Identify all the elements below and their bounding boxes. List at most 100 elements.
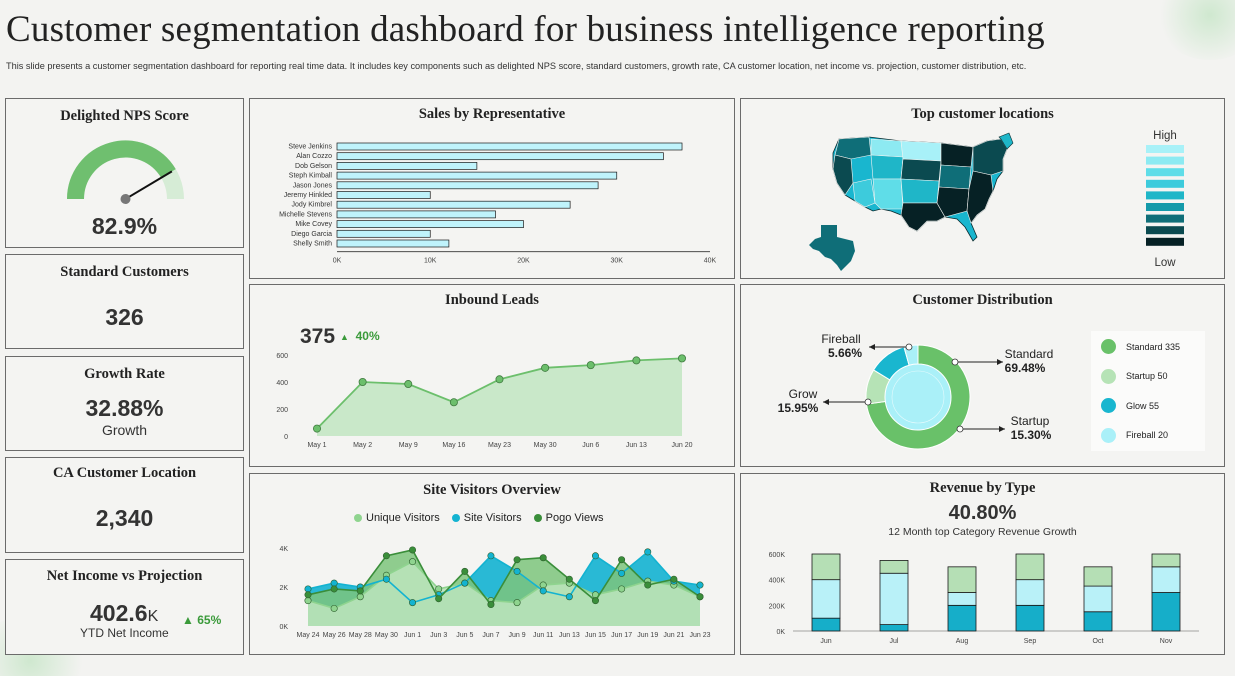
series-line bbox=[307, 550, 701, 604]
data-point bbox=[304, 591, 312, 599]
tick-label: 200 bbox=[276, 407, 288, 414]
inbound-leads-value: 375 bbox=[300, 325, 336, 348]
data-point bbox=[696, 581, 704, 589]
tick-label: May 1 bbox=[307, 442, 326, 449]
legend-label: Glow 55 bbox=[1126, 400, 1160, 411]
tick-label: Sep bbox=[1024, 638, 1037, 645]
data-point bbox=[382, 552, 390, 560]
revenue-card: Revenue by Type 40.80% 12 Month top Cate… bbox=[740, 473, 1225, 655]
bar bbox=[336, 210, 496, 219]
legend-swatch bbox=[1146, 145, 1184, 153]
site-visitors-card: Site Visitors Overview Unique Visitors Si… bbox=[249, 473, 735, 655]
callout-label: Fireball bbox=[821, 332, 860, 346]
bar bbox=[336, 239, 450, 248]
tick-label: Jun 11 bbox=[533, 632, 554, 639]
bar bbox=[336, 200, 571, 209]
tick-label: Jun bbox=[820, 638, 831, 645]
data-point bbox=[670, 575, 678, 583]
net-income-change-value: 65% bbox=[197, 613, 222, 627]
tick-label: Nov bbox=[1160, 638, 1173, 645]
data-point bbox=[618, 585, 626, 593]
bar-segment bbox=[1151, 553, 1181, 568]
callout-dot bbox=[905, 343, 913, 351]
legend-item: Fireball 20 bbox=[1101, 427, 1169, 443]
legend-label: Site Visitors bbox=[463, 512, 522, 524]
gauge-hub bbox=[120, 194, 131, 204]
tick-label: Jun 15 bbox=[585, 632, 606, 639]
up-arrow-icon: ▲ bbox=[340, 332, 349, 342]
data-point bbox=[435, 585, 443, 593]
bar-label: Steve Jenkins bbox=[288, 144, 332, 151]
bar-segment bbox=[879, 560, 909, 574]
revenue-value: 40.80% bbox=[948, 502, 1017, 524]
bar-label: Diego Garcia bbox=[291, 231, 332, 238]
tick-label: Jun 23 bbox=[689, 632, 710, 639]
tick-label: 4K bbox=[279, 546, 288, 553]
tick-label: 0K bbox=[279, 624, 288, 631]
callout-value: 15.30% bbox=[1011, 428, 1052, 442]
data-point bbox=[618, 569, 626, 577]
tick-label: 20K bbox=[517, 258, 530, 265]
data-point bbox=[677, 354, 686, 363]
bar bbox=[336, 181, 599, 190]
legend-label: Startup 50 bbox=[1126, 371, 1168, 381]
legend-item: Glow 55 bbox=[1101, 398, 1159, 413]
bar-label: Jody Kimbrel bbox=[292, 202, 333, 209]
data-point bbox=[487, 601, 495, 609]
tick-label: Jun 13 bbox=[626, 442, 647, 449]
legend-swatch bbox=[354, 514, 362, 522]
tick-label: May 24 bbox=[297, 632, 320, 639]
ca-location-value: 2,340 bbox=[95, 505, 154, 531]
gauge-fill bbox=[67, 140, 176, 200]
revenue-chart: 0K 200K 400K 600K Jun Jul Aug Sep Oct Nov bbox=[769, 552, 1199, 645]
donut-inner-ring bbox=[891, 370, 945, 424]
tick-label: Jun 5 bbox=[456, 632, 473, 639]
net-income-card: Net Income vs Projection 402.6K YTD Net … bbox=[5, 559, 244, 655]
tick-label: 30K bbox=[611, 258, 624, 265]
arrow-icon bbox=[869, 344, 875, 350]
site-visitors-legend: Unique Visitors Site Visitors Pogo Views bbox=[354, 512, 604, 524]
data-point bbox=[356, 587, 364, 595]
tick-label: Jun 6 bbox=[582, 442, 599, 449]
data-point bbox=[644, 548, 652, 556]
data-point bbox=[632, 356, 641, 365]
series-line bbox=[307, 560, 701, 610]
inbound-leads-change: ▲ 40% bbox=[340, 329, 380, 343]
bar-segment bbox=[1151, 566, 1181, 593]
data-point bbox=[330, 579, 338, 587]
tick-label: 0K bbox=[333, 258, 342, 265]
callout-label: Startup bbox=[1011, 414, 1050, 428]
tick-label: Jun 20 bbox=[671, 442, 692, 449]
page-subtitle: This slide presents a customer segmentat… bbox=[6, 61, 1027, 71]
data-point bbox=[586, 361, 595, 370]
area-fill bbox=[308, 561, 700, 626]
revenue-subtitle: 12 Month top Category Revenue Growth bbox=[888, 526, 1077, 538]
data-point bbox=[539, 581, 547, 589]
bar-label: Mike Covey bbox=[295, 221, 332, 228]
us-map-shape bbox=[832, 132, 1014, 242]
bar-segment bbox=[1083, 566, 1113, 587]
tick-label: May 16 bbox=[442, 442, 465, 449]
tick-label: Jun 17 bbox=[611, 632, 632, 639]
bar-segment bbox=[947, 604, 977, 632]
legend-label: Fireball 20 bbox=[1126, 430, 1169, 440]
data-point bbox=[513, 567, 521, 575]
data-point bbox=[382, 575, 390, 583]
legend-swatch bbox=[1146, 203, 1184, 211]
bar-segment bbox=[879, 572, 909, 625]
bar-label: Jason Jones bbox=[293, 182, 333, 189]
net-income-title: Net Income vs Projection bbox=[46, 568, 203, 584]
tick-label: May 30 bbox=[375, 632, 398, 639]
tick-label: May 23 bbox=[488, 442, 511, 449]
site-visitors-title: Site Visitors Overview bbox=[423, 482, 561, 498]
net-income-change: ▲ 65% bbox=[182, 613, 221, 627]
callout-dot bbox=[956, 425, 964, 433]
bar bbox=[336, 142, 683, 151]
data-point bbox=[591, 597, 599, 605]
net-income-label: YTD Net Income bbox=[80, 626, 169, 640]
legend-swatch bbox=[1101, 427, 1116, 443]
bar-segment bbox=[947, 566, 977, 593]
standard-customers-card: Standard Customers 326 bbox=[5, 254, 244, 349]
data-point bbox=[565, 593, 573, 601]
bar-label: Michelle Stevens bbox=[279, 211, 332, 218]
